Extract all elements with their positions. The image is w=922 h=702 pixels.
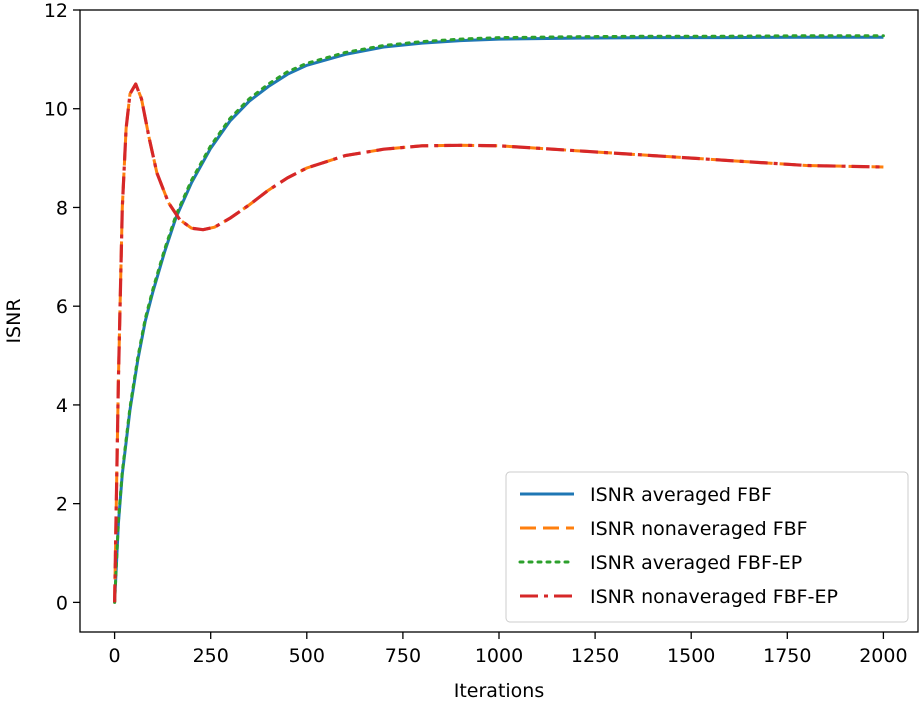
x-tick-label: 2000 xyxy=(859,645,907,667)
y-tick-label: 8 xyxy=(56,197,68,219)
legend-entry-label: ISNR nonaveraged FBF-EP xyxy=(590,586,838,608)
x-axis: 0 250 500 750 1000 1250 1500 1750 2000 xyxy=(109,632,908,667)
x-axis-label: Iterations xyxy=(454,680,545,702)
y-tick-label: 10 xyxy=(44,99,68,121)
series-line-3 xyxy=(113,34,885,604)
series-line-4 xyxy=(113,82,884,603)
legend-entry-label: ISNR averaged FBF xyxy=(590,484,772,506)
y-axis-label: ISNR xyxy=(3,298,25,343)
y-tick-label: 0 xyxy=(56,592,68,614)
legend-entry-label: ISNR averaged FBF-EP xyxy=(590,552,802,574)
x-tick-label: 1750 xyxy=(763,645,811,667)
y-tick-label: 6 xyxy=(56,296,68,318)
x-tick-label: 1500 xyxy=(667,645,715,667)
y-axis: 0 2 4 6 8 10 12 xyxy=(44,0,80,614)
y-tick-label: 4 xyxy=(56,395,68,417)
x-tick-label: 500 xyxy=(289,645,325,667)
legend: ISNR averaged FBF ISNR nonaveraged FBF ISN… xyxy=(505,471,909,623)
y-tick-label: 2 xyxy=(56,494,68,516)
x-tick-label: 250 xyxy=(193,645,229,667)
series-layer xyxy=(113,34,885,604)
legend-box xyxy=(505,471,909,623)
x-tick-label: 1000 xyxy=(475,645,523,667)
x-tick-label: 750 xyxy=(385,645,421,667)
x-tick-label: 1250 xyxy=(571,645,619,667)
y-tick-label: 12 xyxy=(44,0,68,22)
series-line-1 xyxy=(113,35,884,603)
legend-entry-label: ISNR nonaveraged FBF xyxy=(590,518,808,540)
x-tick-label: 0 xyxy=(109,645,121,667)
